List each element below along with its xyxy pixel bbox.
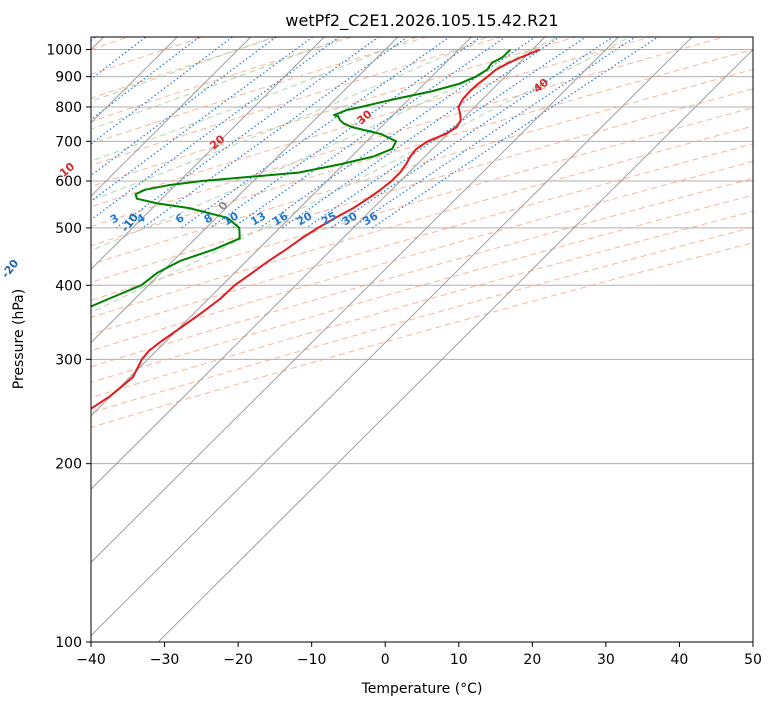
mixing-ratio-line	[91, 37, 278, 177]
sounding-series	[91, 48, 541, 410]
chart-title: wetPf2_C2E1.2026.105.15.42.R21	[285, 11, 558, 31]
dry-adiabats	[91, 37, 753, 428]
dry-adiabat-line	[91, 88, 753, 284]
mixing-ratio-line	[259, 37, 537, 229]
dewpoint-line	[91, 48, 512, 308]
x-tick-label: −20	[223, 652, 253, 668]
x-tick-label: 10	[450, 652, 468, 668]
dry-adiabat-line	[91, 68, 753, 265]
x-tick-label: 40	[671, 652, 689, 668]
moist-adiabat-line	[91, 37, 418, 162]
y-tick-label: 400	[55, 278, 82, 294]
mixing-ratio-line	[91, 37, 341, 221]
isotherm-line	[157, 48, 753, 642]
y-tick-label: 300	[55, 352, 82, 368]
moist-adiabat-line	[91, 37, 489, 201]
temperature-line	[91, 48, 541, 410]
x-axis: −40 −30 −20 −10 0 10 20 30 40 50	[76, 642, 762, 668]
y-tick-label: 900	[55, 70, 82, 86]
y-axis: 1000 900 800 700 600 500 400 300 200 100	[46, 43, 91, 651]
mixing-ratio-line	[91, 37, 314, 202]
y-tick-label: 600	[55, 174, 82, 190]
x-tick-label: 0	[381, 652, 390, 668]
x-tick-label: 50	[744, 652, 762, 668]
x-tick-label: −40	[76, 652, 106, 668]
y-tick-label: 500	[55, 221, 82, 237]
plot-frame	[90, 36, 754, 643]
isotherm-line	[91, 37, 325, 271]
x-tick-label: 30	[597, 652, 615, 668]
y-tick-label: 700	[55, 134, 82, 150]
dry-adiabat-line	[91, 210, 753, 399]
mixing-ratio-line	[351, 37, 637, 229]
x-tick-label: 20	[523, 652, 541, 668]
x-axis-title: Temperature (°C)	[361, 681, 483, 697]
mixing-ratio-line	[115, 37, 380, 229]
x-tick-label: −30	[150, 652, 180, 668]
x-tick-label: −10	[297, 652, 327, 668]
dry-adiabat-line	[91, 194, 753, 383]
mixing-ratio-line	[142, 37, 409, 229]
mixing-ratio-line	[330, 37, 614, 229]
dry-adiabat-line	[91, 37, 652, 208]
y-tick-label: 100	[55, 635, 82, 651]
isotherm-line	[91, 37, 252, 197]
mixing-ratio-line	[371, 37, 660, 229]
dry-adiabat-line	[91, 37, 503, 166]
y-axis-title: Pressure (hPa)	[11, 289, 27, 389]
plot-area	[91, 37, 753, 642]
y-tick-label: 200	[55, 457, 82, 473]
moist-adiabat-line	[91, 37, 347, 130]
dry-adiabat-line	[91, 107, 753, 301]
mixing-ratio-line	[281, 37, 561, 229]
dry-adiabat-line	[91, 37, 578, 187]
y-tick-label: 1000	[46, 43, 82, 59]
moist-adiabat-line	[91, 37, 631, 313]
isotherm-line	[91, 37, 399, 344]
mixing-ratio-line	[305, 37, 587, 229]
isotherm-line	[91, 37, 620, 564]
mixing-ratio-line	[91, 37, 234, 145]
y-tick-label: 800	[55, 100, 82, 116]
dry-adiabat-line	[91, 226, 753, 414]
isotherm-line	[91, 37, 693, 637]
